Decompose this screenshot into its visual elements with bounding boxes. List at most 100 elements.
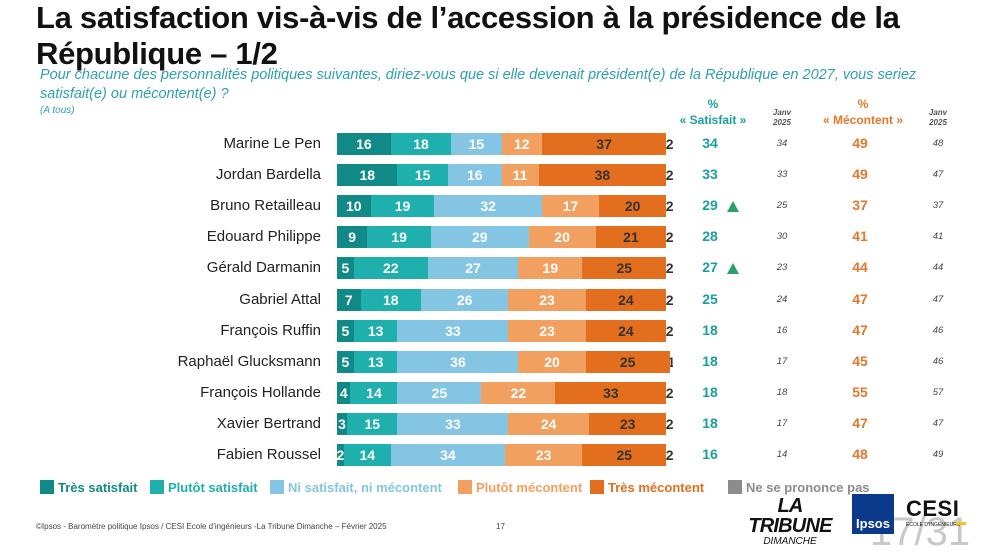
chart-row: Xavier Bertrand 3 15 33 24 23 2 18 17 47 47 bbox=[0, 413, 1000, 435]
bar-segment: 12 bbox=[502, 133, 542, 155]
bar-segment: 2 bbox=[666, 195, 673, 217]
legend-swatch bbox=[590, 480, 604, 494]
bar-segment: 1 bbox=[670, 351, 673, 373]
row-label: Marine Le Pen bbox=[223, 135, 321, 152]
legend-item: Très satisfait bbox=[40, 478, 138, 496]
row-label: Raphaël Glucksmann bbox=[178, 353, 321, 370]
bar-segment: 19 bbox=[367, 226, 431, 248]
bar-segment: 33 bbox=[397, 413, 508, 435]
bar-segment: 36 bbox=[397, 351, 518, 373]
bar-segment: 19 bbox=[518, 257, 582, 279]
bar-segment: 24 bbox=[586, 320, 667, 342]
page-number: 17 bbox=[496, 522, 505, 531]
legend-item: Plutôt satisfait bbox=[150, 478, 258, 496]
cesi-logo: CESI ÉCOLE D’INGÉNIEURS bbox=[906, 498, 968, 528]
bar-segment: 24 bbox=[586, 289, 667, 311]
bar-segment: 2 bbox=[666, 289, 673, 311]
chart-row: François Hollande 4 14 25 22 33 2 18 18 55 57 bbox=[0, 382, 1000, 404]
mecontent-jan-value: 46 bbox=[916, 325, 960, 336]
mecontent-value: 55 bbox=[840, 384, 880, 400]
satisfait-jan-value: 14 bbox=[760, 449, 804, 460]
satisfait-value: 16 bbox=[690, 446, 730, 462]
legend-item: Très mécontent bbox=[590, 478, 704, 496]
bar-segment: 2 bbox=[666, 133, 673, 155]
mecontent-value: 47 bbox=[840, 291, 880, 307]
bar-segment: 38 bbox=[539, 164, 667, 186]
chart-row: Jordan Bardella 18 15 16 11 38 2 33 33 49 47 bbox=[0, 164, 1000, 186]
bar-segment: 14 bbox=[350, 382, 397, 404]
bar-segment: 25 bbox=[397, 382, 481, 404]
bar-segment: 2 bbox=[666, 257, 673, 279]
bar-segment: 2 bbox=[666, 382, 673, 404]
audience-note: (A tous) bbox=[40, 105, 75, 116]
satisfait-jan-value: 34 bbox=[760, 138, 804, 149]
satisfait-value: 18 bbox=[690, 353, 730, 369]
legend-label: Plutôt satisfait bbox=[168, 480, 258, 495]
legend-swatch bbox=[458, 480, 472, 494]
satisfait-jan-value: 25 bbox=[760, 200, 804, 211]
page-title: La satisfaction vis-à-vis de l’accession… bbox=[36, 0, 986, 72]
bar-segment: 4 bbox=[337, 382, 350, 404]
stacked-bar: 7 18 26 23 24 2 bbox=[337, 289, 673, 311]
up-arrow-icon bbox=[727, 201, 739, 212]
bar-segment: 7 bbox=[337, 289, 361, 311]
chart-row: Gabriel Attal 7 18 26 23 24 2 25 24 47 47 bbox=[0, 289, 1000, 311]
jan-header-satisfait: Janv 2025 bbox=[760, 108, 804, 128]
chart-row: Gérald Darmanin 5 22 27 19 25 2 27 23 44 44 bbox=[0, 257, 1000, 279]
bar-segment: 15 bbox=[397, 164, 447, 186]
source-footer: ©Ipsos - Baromètre politique Ipsos / CES… bbox=[36, 522, 387, 531]
bar-segment: 18 bbox=[337, 164, 397, 186]
satisfait-jan-value: 33 bbox=[760, 169, 804, 180]
bar-segment: 2 bbox=[666, 320, 673, 342]
satisfait-jan-value: 16 bbox=[760, 325, 804, 336]
bar-segment: 23 bbox=[589, 413, 666, 435]
mecontent-value: 48 bbox=[840, 446, 880, 462]
stacked-bar: 18 15 16 11 38 2 bbox=[337, 164, 673, 186]
satisfait-value: 18 bbox=[690, 384, 730, 400]
bar-segment: 25 bbox=[586, 351, 670, 373]
cesi-logo-title: CESI bbox=[906, 498, 968, 520]
jan-header-mecontent: Janv 2025 bbox=[916, 108, 960, 128]
bar-segment: 10 bbox=[337, 195, 371, 217]
stacked-bar: 3 15 33 24 23 2 bbox=[337, 413, 673, 435]
mecontent-jan-value: 47 bbox=[916, 169, 960, 180]
stacked-bar: 4 14 25 22 33 2 bbox=[337, 382, 673, 404]
bar-segment: 20 bbox=[529, 226, 596, 248]
legend-swatch bbox=[270, 480, 284, 494]
bar-segment: 20 bbox=[518, 351, 585, 373]
la-tribune-logo-subtitle: DIMANCHE bbox=[734, 536, 846, 547]
bar-segment: 2 bbox=[666, 413, 673, 435]
chart-row: François Ruffin 5 13 33 23 24 2 18 16 47 46 bbox=[0, 320, 1000, 342]
bar-segment: 18 bbox=[391, 133, 451, 155]
bar-segment: 11 bbox=[502, 164, 539, 186]
stacked-bar: 5 22 27 19 25 2 bbox=[337, 257, 673, 279]
jan-header-line1: Janv bbox=[760, 108, 804, 118]
satisfait-value: 25 bbox=[690, 291, 730, 307]
up-arrow-icon bbox=[727, 263, 739, 274]
bar-segment: 16 bbox=[337, 133, 391, 155]
row-label: François Hollande bbox=[200, 384, 321, 401]
row-label: Gabriel Attal bbox=[239, 291, 321, 308]
bar-segment: 2 bbox=[666, 226, 673, 248]
satisfait-value: 18 bbox=[690, 322, 730, 338]
row-label: Bruno Retailleau bbox=[210, 197, 321, 214]
row-label: Gérald Darmanin bbox=[207, 259, 321, 276]
satisfait-jan-value: 23 bbox=[760, 262, 804, 273]
bar-segment: 13 bbox=[354, 320, 398, 342]
jan-header-line2: 2025 bbox=[916, 118, 960, 128]
stacked-bar: 5 13 33 23 24 2 bbox=[337, 320, 673, 342]
satisfait-value: 27 bbox=[690, 259, 730, 275]
satisfait-value: 18 bbox=[690, 415, 730, 431]
legend-item: Ni satisfait, ni mécontent bbox=[270, 478, 442, 496]
satisfait-jan-value: 24 bbox=[760, 294, 804, 305]
bar-segment: 17 bbox=[542, 195, 599, 217]
bar-segment: 2 bbox=[337, 444, 344, 466]
bar-segment: 16 bbox=[448, 164, 502, 186]
legend-label: Plutôt mécontent bbox=[476, 480, 582, 495]
row-label: François Ruffin bbox=[220, 322, 321, 339]
bar-segment: 23 bbox=[508, 320, 585, 342]
legend-label: Ne se prononce pas bbox=[746, 480, 870, 495]
mecontent-value: 49 bbox=[840, 135, 880, 151]
la-tribune-logo: LA TRIBUNE DIMANCHE bbox=[734, 496, 846, 547]
